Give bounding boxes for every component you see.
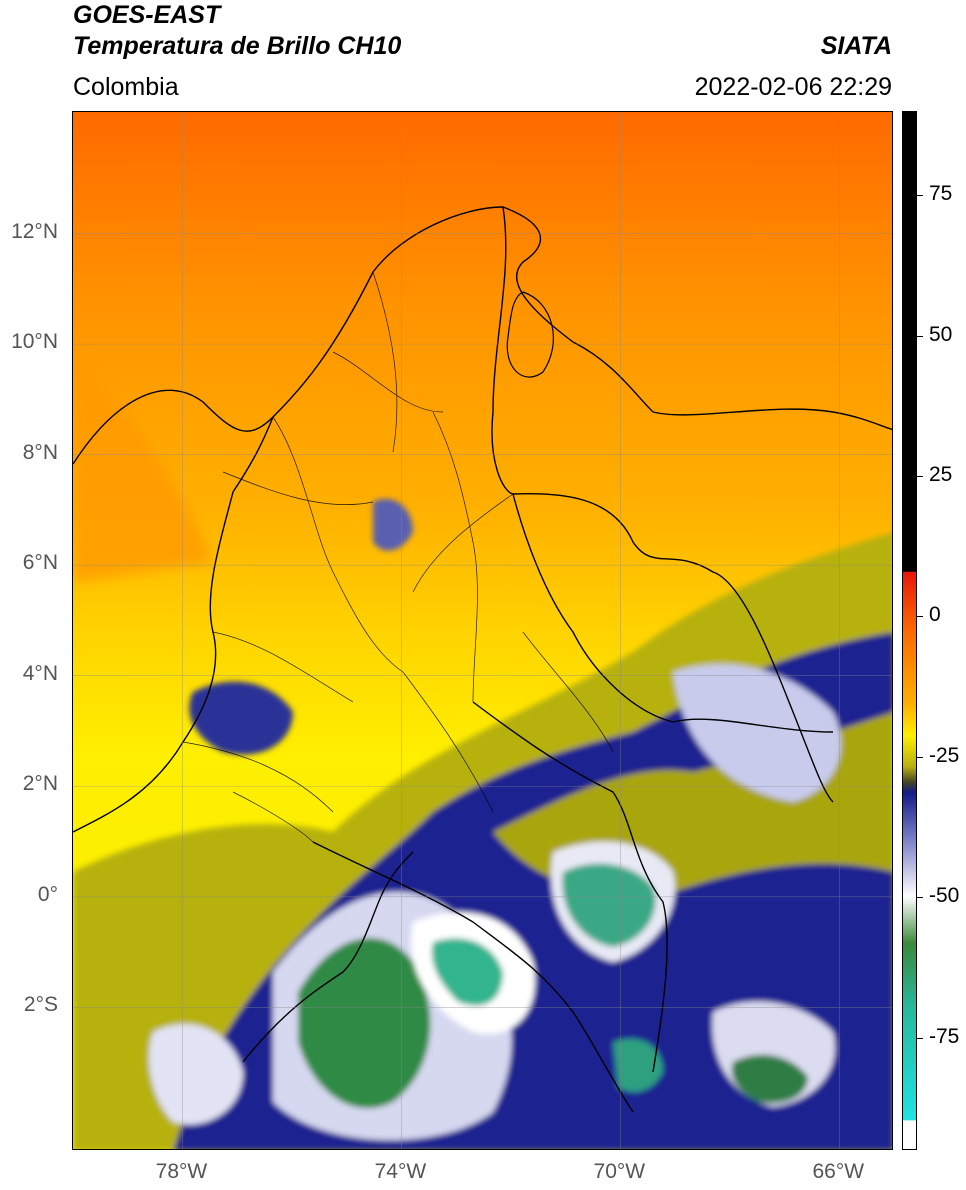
agency-label: SIATA <box>820 32 892 60</box>
map-canvas <box>73 112 892 1149</box>
product-title: Temperatura de Brillo CH10 <box>73 32 402 60</box>
colorbar-tick-label: -75 <box>929 1024 960 1048</box>
datetime-label: 2022-02-06 22:29 <box>694 73 892 101</box>
lat-tick-label: 12°N <box>11 219 58 243</box>
satellite-map[interactable] <box>72 111 893 1150</box>
colorbar-tick-label: -25 <box>929 743 960 767</box>
colorbar-tick-mark <box>917 476 923 478</box>
colorbar-tick-mark <box>917 897 923 899</box>
lake-maracaibo <box>506 291 554 378</box>
region-label: Colombia <box>73 73 179 101</box>
lat-tick-label: 4°N <box>22 661 58 685</box>
colorbar-tick-label: 0 <box>929 603 941 627</box>
colorbar-tick-label: 25 <box>929 463 953 487</box>
colorbar-tick-mark <box>917 195 923 197</box>
colorbar-tick-mark <box>917 1037 923 1039</box>
lon-tick-label: 70°W <box>593 1160 646 1183</box>
borders <box>73 206 892 1113</box>
colorbar-tick-label: 50 <box>929 322 953 346</box>
satellite-title: GOES-EAST <box>73 1 221 29</box>
colorbar-tick-mark <box>917 756 923 758</box>
lat-tick-label: 0° <box>37 882 58 906</box>
department-boundaries <box>182 271 614 843</box>
colorbar-tick-mark <box>917 335 923 337</box>
lat-tick-label: 2°S <box>23 993 58 1017</box>
colorbar <box>902 111 917 1150</box>
lat-tick-label: 6°N <box>22 551 58 575</box>
colorbar-tick-mark <box>917 616 923 618</box>
lat-tick-label: 8°N <box>22 440 58 464</box>
colorbar-tick-label: 75 <box>929 182 953 206</box>
lon-tick-label: 74°W <box>374 1160 427 1183</box>
gridlines <box>73 112 892 1149</box>
lon-tick-label: 78°W <box>155 1160 208 1183</box>
lon-tick-label: 66°W <box>812 1160 865 1183</box>
cloud-masses <box>73 498 892 1149</box>
lat-tick-label: 10°N <box>11 330 58 354</box>
lat-tick-label: 2°N <box>22 772 58 796</box>
colorbar-tick-label: -50 <box>929 884 960 908</box>
